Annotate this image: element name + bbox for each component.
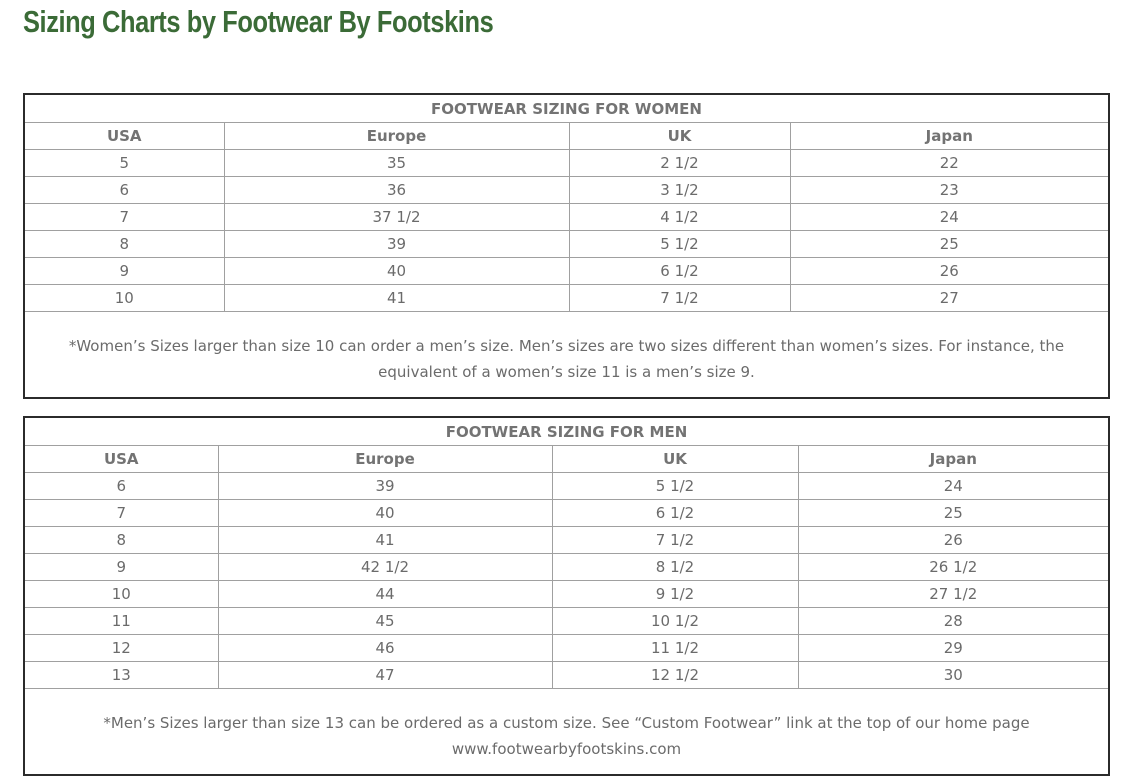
table-row: 10 41 7 1/2 27 xyxy=(23,284,1110,312)
column-header: UK xyxy=(551,445,799,473)
table-cell: 30 xyxy=(797,661,1110,689)
table-title: FOOTWEAR SIZING FOR MEN xyxy=(23,416,1110,446)
table-cell: 39 xyxy=(217,472,553,500)
table-cell: 27 1/2 xyxy=(797,580,1110,608)
table-cell: 36 xyxy=(223,176,570,204)
note-row: *Women’s Sizes larger than size 10 can o… xyxy=(23,311,1110,399)
table-cell: 35 xyxy=(223,149,570,177)
size-note-cell: *Men’s Sizes larger than size 13 can be … xyxy=(23,688,1110,776)
table-row: 13 47 12 1/2 30 xyxy=(23,661,1110,689)
table-cell: 9 xyxy=(23,553,219,581)
table-cell: 47 xyxy=(217,661,553,689)
table-cell: 25 xyxy=(789,230,1110,258)
website-text: www.footwearbyfootskins.com xyxy=(451,739,682,758)
column-header: USA xyxy=(23,445,219,473)
table-row: 7 40 6 1/2 25 xyxy=(23,499,1110,527)
column-header: Japan xyxy=(789,122,1110,150)
table-header-row: USA Europe UK Japan xyxy=(23,445,1110,473)
table-cell: 29 xyxy=(797,634,1110,662)
table-cell: 8 xyxy=(23,526,219,554)
table-cell: 6 1/2 xyxy=(551,499,799,527)
table-cell: 5 1/2 xyxy=(551,472,799,500)
table-cell: 12 xyxy=(23,634,219,662)
men-sizing-table: FOOTWEAR SIZING FOR MEN USA Europe UK Japan 6… xyxy=(23,416,1110,776)
table-cell: 9 1/2 xyxy=(551,580,799,608)
note-row: *Men’s Sizes larger than size 13 can be … xyxy=(23,688,1110,776)
table-cell: 5 xyxy=(23,149,225,177)
table-cell: 25 xyxy=(797,499,1110,527)
table-cell: 3 1/2 xyxy=(568,176,791,204)
size-note-cell: *Women’s Sizes larger than size 10 can o… xyxy=(23,311,1110,399)
table-cell: 8 1/2 xyxy=(551,553,799,581)
table-cell: 37 1/2 xyxy=(223,203,570,231)
table-cell: 6 xyxy=(23,472,219,500)
table-cell: 40 xyxy=(223,257,570,285)
table-row: 11 45 10 1/2 28 xyxy=(23,607,1110,635)
table-cell: 42 1/2 xyxy=(217,553,553,581)
table-cell: 46 xyxy=(217,634,553,662)
table-cell: 41 xyxy=(217,526,553,554)
table-cell: 12 1/2 xyxy=(551,661,799,689)
table-row: 12 46 11 1/2 29 xyxy=(23,634,1110,662)
table-cell: 10 1/2 xyxy=(551,607,799,635)
table-row: 6 36 3 1/2 23 xyxy=(23,176,1110,204)
table-cell: 39 xyxy=(223,230,570,258)
table-title-row: FOOTWEAR SIZING FOR MEN xyxy=(23,416,1110,446)
table-cell: 7 1/2 xyxy=(551,526,799,554)
table-cell: 6 xyxy=(23,176,225,204)
table-cell: 6 1/2 xyxy=(568,257,791,285)
table-cell: 13 xyxy=(23,661,219,689)
table-cell: 2 1/2 xyxy=(568,149,791,177)
page-title: Sizing Charts by Footwear By Footskins xyxy=(23,4,494,39)
table-cell: 24 xyxy=(789,203,1110,231)
table-row: 9 40 6 1/2 26 xyxy=(23,257,1110,285)
table-cell: 7 xyxy=(23,499,219,527)
table-cell: 28 xyxy=(797,607,1110,635)
table-cell: 26 xyxy=(789,257,1110,285)
table-cell: 41 xyxy=(223,284,570,312)
column-header: Europe xyxy=(217,445,553,473)
table-cell: 26 xyxy=(797,526,1110,554)
size-note: *Women’s Sizes larger than size 10 can o… xyxy=(68,336,1065,381)
table-cell: 11 xyxy=(23,607,219,635)
table-row: 10 44 9 1/2 27 1/2 xyxy=(23,580,1110,608)
table-cell: 7 xyxy=(23,203,225,231)
table-cell: 24 xyxy=(797,472,1110,500)
table-row: 8 41 7 1/2 26 xyxy=(23,526,1110,554)
table-cell: 26 1/2 xyxy=(797,553,1110,581)
table-row: 9 42 1/2 8 1/2 26 1/2 xyxy=(23,553,1110,581)
column-header: UK xyxy=(568,122,791,150)
women-sizing-table: FOOTWEAR SIZING FOR WOMEN USA Europe UK Japa… xyxy=(23,93,1110,399)
table-title-row: FOOTWEAR SIZING FOR WOMEN xyxy=(23,93,1110,123)
table-cell: 10 xyxy=(23,284,225,312)
table-cell: 44 xyxy=(217,580,553,608)
table-cell: 5 1/2 xyxy=(568,230,791,258)
size-note: *Men’s Sizes larger than size 13 can be … xyxy=(103,713,1030,732)
table-row: 5 35 2 1/2 22 xyxy=(23,149,1110,177)
table-row: 6 39 5 1/2 24 xyxy=(23,472,1110,500)
table-cell: 4 1/2 xyxy=(568,203,791,231)
table-cell: 27 xyxy=(789,284,1110,312)
table-header-row: USA Europe UK Japan xyxy=(23,122,1110,150)
table-cell: 8 xyxy=(23,230,225,258)
table-title: FOOTWEAR SIZING FOR WOMEN xyxy=(23,93,1110,123)
table-cell: 10 xyxy=(23,580,219,608)
table-cell: 40 xyxy=(217,499,553,527)
table-cell: 45 xyxy=(217,607,553,635)
table-cell: 9 xyxy=(23,257,225,285)
column-header: Europe xyxy=(223,122,570,150)
table-cell: 22 xyxy=(789,149,1110,177)
column-header: USA xyxy=(23,122,225,150)
column-header: Japan xyxy=(797,445,1110,473)
table-row: 7 37 1/2 4 1/2 24 xyxy=(23,203,1110,231)
table-cell: 23 xyxy=(789,176,1110,204)
table-cell: 7 1/2 xyxy=(568,284,791,312)
table-row: 8 39 5 1/2 25 xyxy=(23,230,1110,258)
table-cell: 11 1/2 xyxy=(551,634,799,662)
